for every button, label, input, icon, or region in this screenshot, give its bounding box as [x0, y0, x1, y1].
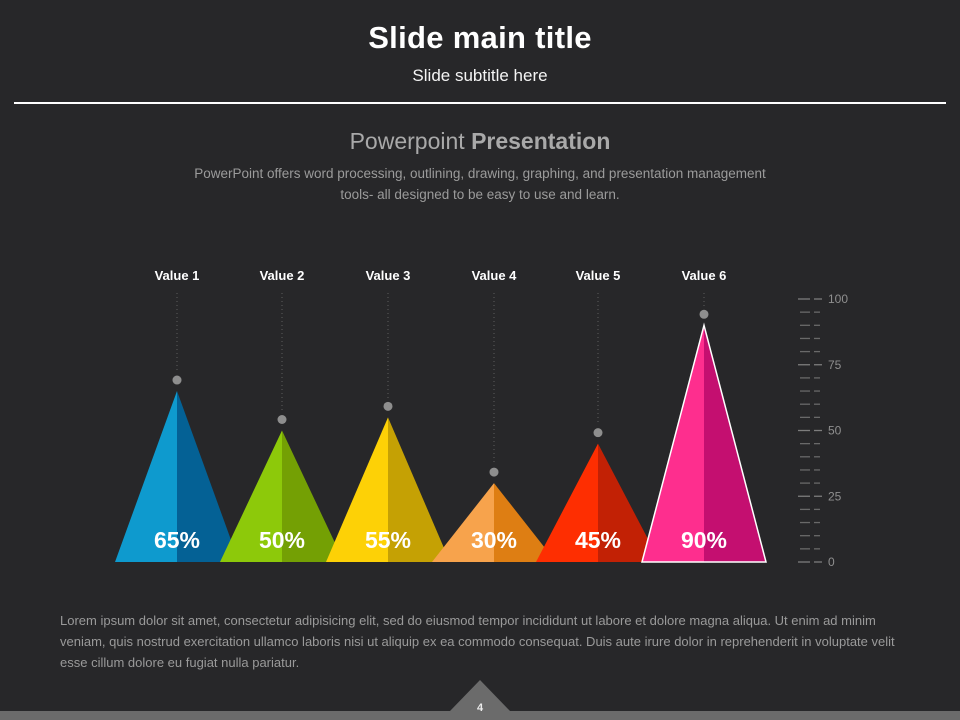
triangle-left-half [220, 430, 282, 562]
value-percent-label: 30% [470, 527, 518, 553]
peak-marker-dot [593, 428, 603, 438]
description-line-2: tools- all designed to be easy to use an… [340, 187, 620, 202]
triangle-left-half [326, 417, 388, 562]
body-paragraph: Lorem ipsum dolor sit amet, consectetur … [60, 613, 895, 670]
peak-marker-dot [277, 415, 287, 424]
value-percent-label: 50% [258, 527, 306, 553]
slide-subtitle: Slide subtitle here [412, 66, 548, 85]
value-percent-label: 45% [574, 527, 622, 553]
category-label: Value 4 [471, 268, 517, 283]
category-label: Value 1 [154, 268, 200, 283]
page-number: 4 [476, 702, 484, 714]
footer-triangle [450, 680, 510, 711]
triangle-highlight-outline [641, 322, 767, 563]
triangle-left-half [536, 443, 598, 562]
peak-marker-dot [383, 401, 393, 411]
triangle-right-half [494, 483, 556, 562]
category-label: Value 5 [575, 268, 621, 283]
category-label: Value 2 [259, 268, 305, 283]
value-percent-label: 55% [364, 527, 412, 553]
header-divider [14, 102, 946, 104]
peak-marker-dot [489, 467, 499, 477]
peak-marker-dot [699, 309, 709, 319]
peak-marker-dot [172, 375, 182, 385]
section-heading-regular: Powerpoint [349, 128, 465, 154]
section-heading: Powerpoint Presentation [0, 128, 960, 155]
slide-title: Slide main title [368, 20, 592, 55]
triangle-right-half [177, 391, 239, 562]
section-heading-bold: Presentation [471, 128, 611, 154]
value-percent-label: 90% [680, 527, 728, 553]
y-axis-tick-label: 50 [828, 424, 842, 438]
triangle-left-half [432, 483, 494, 562]
category-label: Value 3 [365, 268, 411, 283]
category-label: Value 6 [681, 268, 727, 283]
value-percent-label: 65% [153, 527, 201, 553]
triangle-left-half [115, 391, 177, 562]
y-axis-tick-label: 100 [828, 292, 848, 306]
y-axis-tick-label: 0 [828, 555, 835, 569]
y-axis-tick-label: 75 [828, 358, 842, 372]
footer-bar [0, 711, 960, 720]
y-axis-tick-label: 25 [828, 489, 842, 503]
description-line-1: PowerPoint offers word processing, outli… [194, 166, 766, 181]
triangle-right-half [598, 443, 660, 562]
triangle-right-half [388, 417, 450, 562]
triangle-right-half [282, 430, 344, 562]
